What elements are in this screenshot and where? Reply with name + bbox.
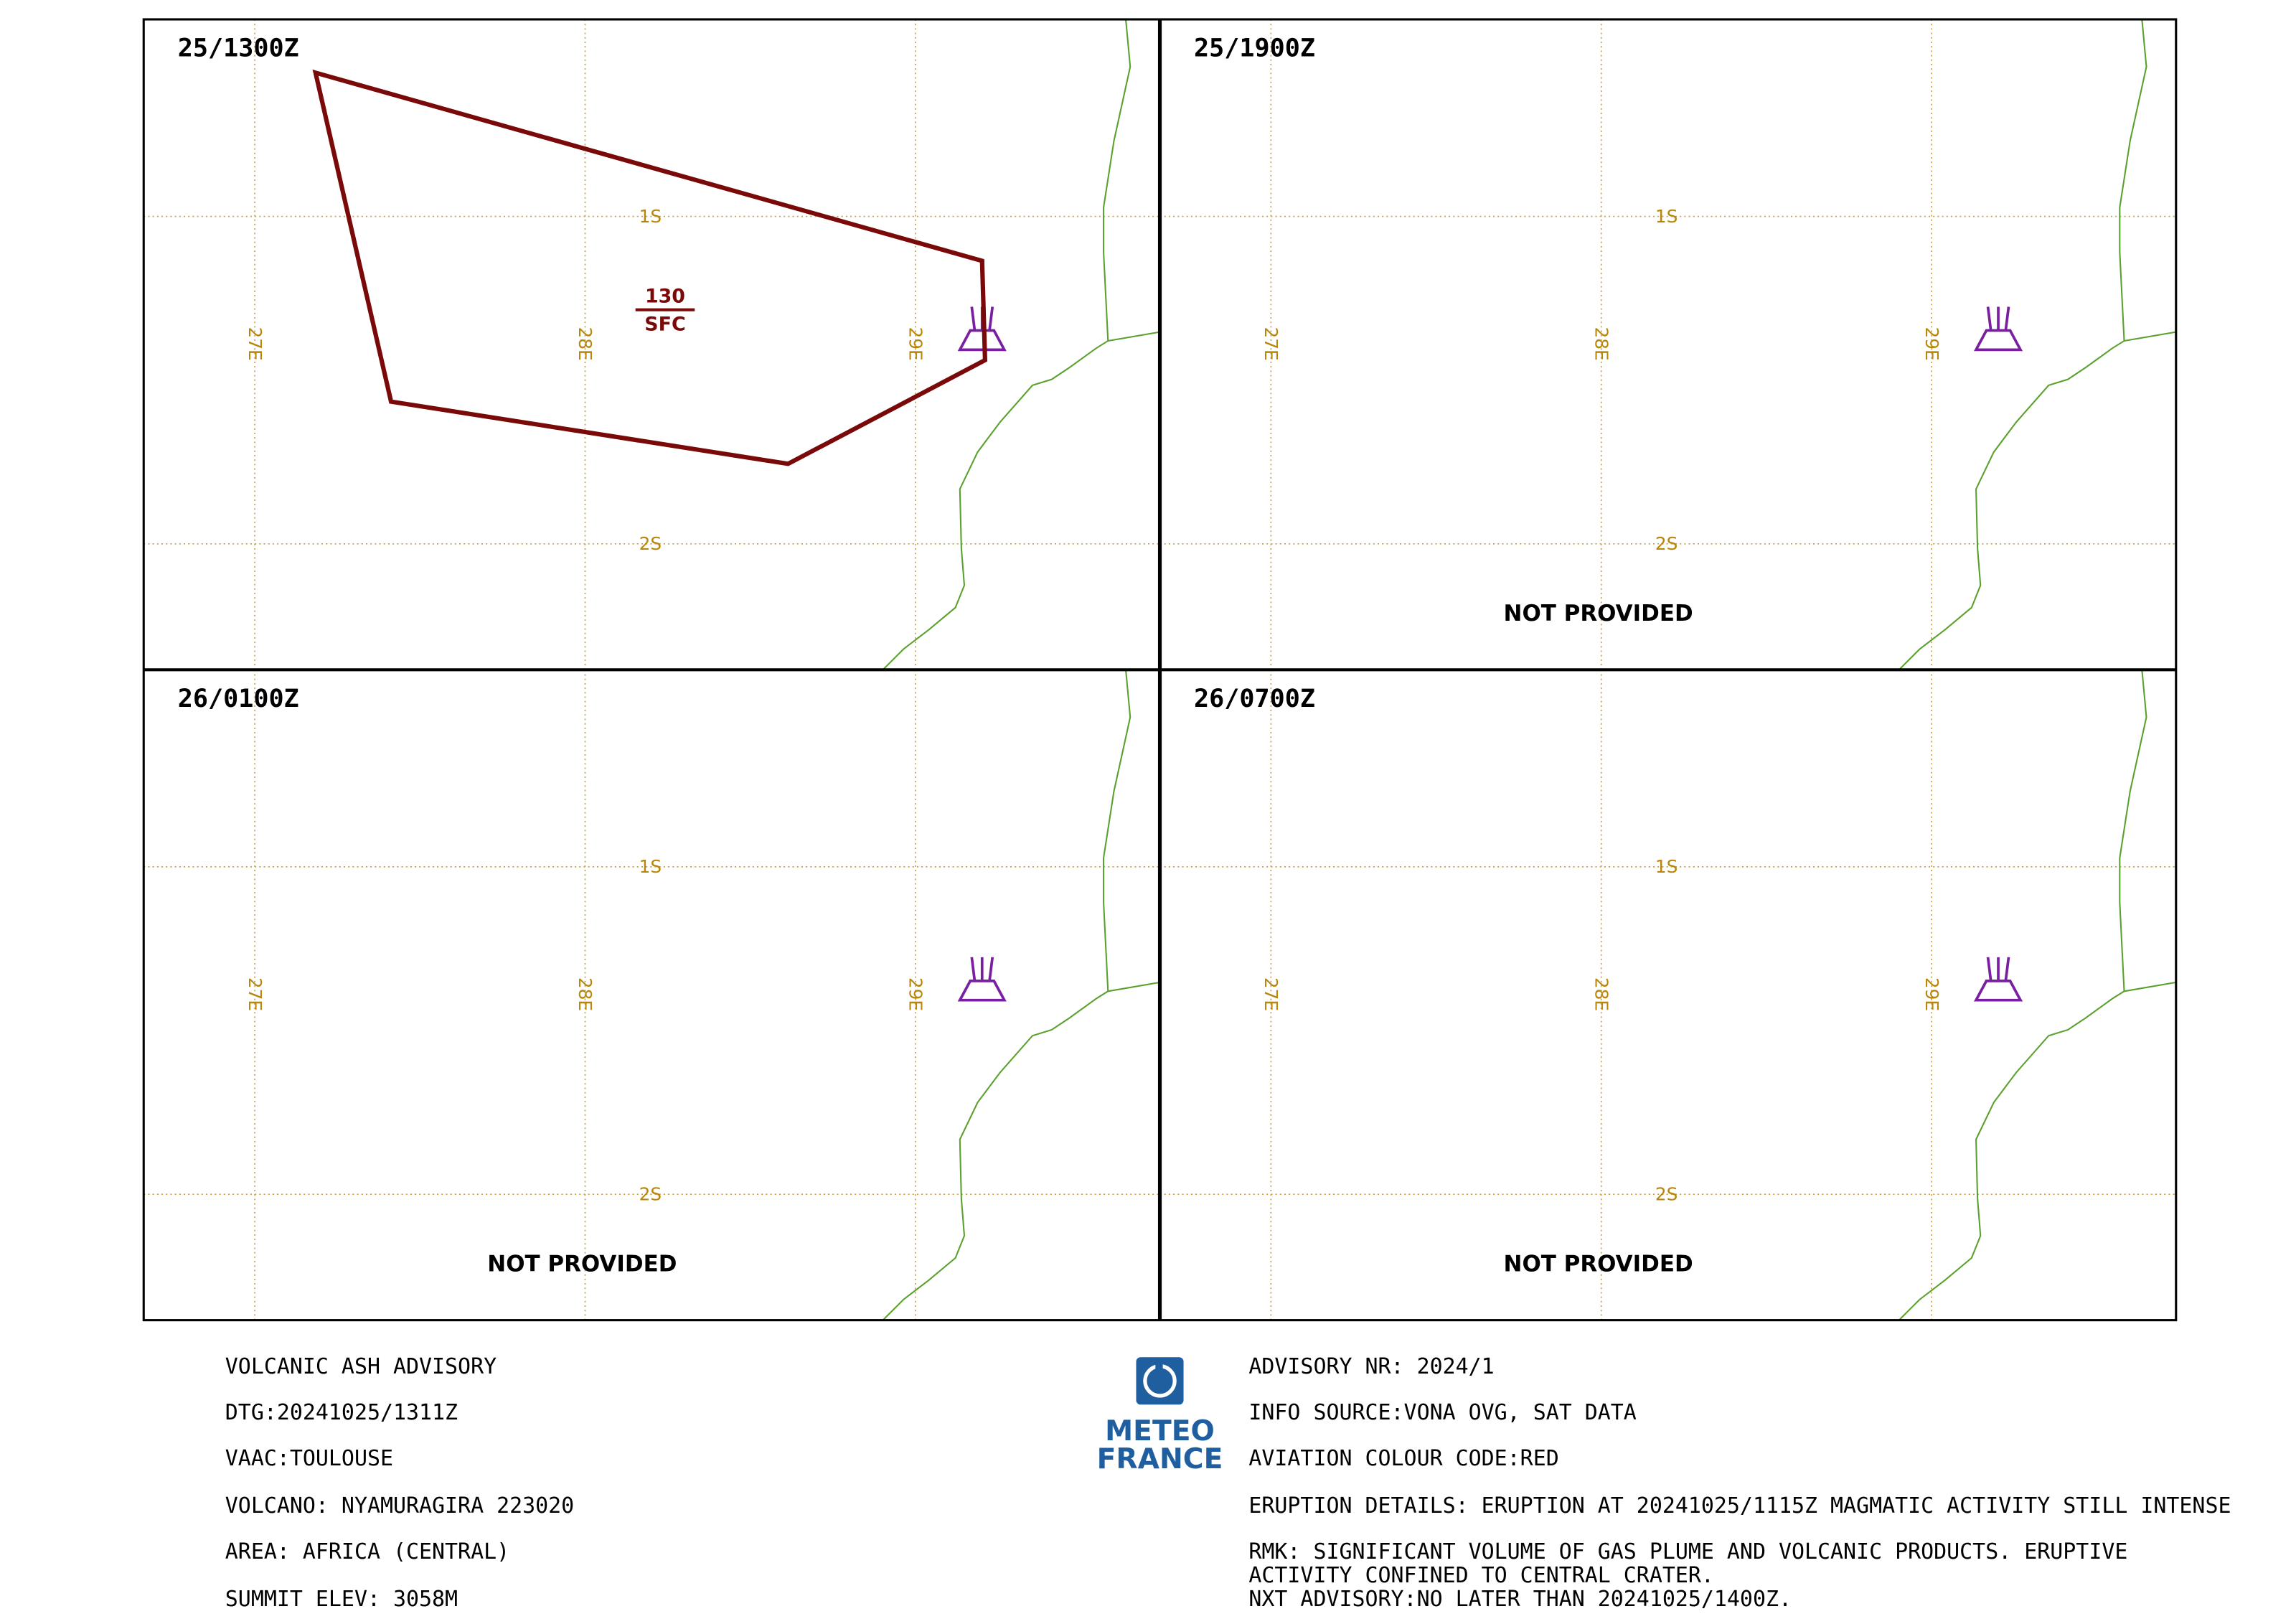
lon-label: 29E: [1921, 977, 1942, 1011]
panel: 27E 28E 29E 1S 2S 26/0100Z NOT PROVIDED: [144, 670, 1160, 1320]
lat-label: 1S: [1655, 856, 1678, 877]
panel-map: 27E 28E 29E 1S 2S: [144, 670, 1160, 1320]
panel: 27E 28E 29E 1S 2S 25/1900Z NOT PROVIDED: [1159, 19, 2176, 670]
ash-area: [312, 69, 988, 466]
volcano-icon: [1973, 306, 2023, 352]
panel: 27E 28E 29E 1S 2S 25/1300Z 130 SFC: [144, 19, 1160, 670]
info-line: VAAC:TOULOUSE: [225, 1446, 393, 1471]
panel-map: 27E 28E 29E 1S 2S: [144, 19, 1160, 670]
flight-level-top: 130: [645, 285, 685, 307]
volcano-plume: [1986, 957, 2010, 982]
lat-label: 2S: [1655, 533, 1678, 554]
volcano-shape: [957, 979, 1007, 1002]
lon-label: 29E: [905, 327, 926, 361]
lat-label: 2S: [639, 533, 662, 554]
lat-label: 1S: [639, 206, 662, 227]
info-line: ACTIVITY CONFINED TO CENTRAL CRATER.: [1248, 1563, 1714, 1588]
panel-map: 27E 28E 29E 1S 2S: [1159, 19, 2176, 670]
lon-label: 27E: [245, 977, 265, 1011]
coastline: [1898, 670, 2147, 1320]
lon-label: 29E: [905, 977, 926, 1011]
info-line: SUMMIT ELEV: 3058M: [225, 1587, 458, 1612]
volcano-plume: [1986, 306, 2010, 331]
coastline: [882, 670, 1131, 1320]
volcano-shape: [1973, 979, 2023, 1002]
panels: 27E 28E 29E 1S 2S 25/1300Z 130 SFC 27E 28E 29E 1S 2S…: [144, 19, 2176, 1320]
lon-label: 29E: [1921, 327, 1942, 361]
lat-label: 1S: [639, 856, 662, 877]
lat-label: 2S: [1655, 1183, 1678, 1204]
coastline: [1108, 331, 1160, 342]
status: NOT PROVIDED: [487, 1252, 677, 1277]
lon-label: 27E: [1261, 327, 1281, 361]
info-line: AREA: AFRICA (CENTRAL): [225, 1539, 509, 1564]
volcano-plume: [970, 957, 994, 982]
panel: 27E 28E 29E 1S 2S 26/0700Z NOT PROVIDED: [1159, 670, 2176, 1320]
lon-label: 28E: [1591, 327, 1612, 361]
panel-time: 26/0100Z: [178, 684, 299, 713]
logo-text: METEO: [1105, 1415, 1215, 1447]
info-line: RMK: SIGNIFICANT VOLUME OF GAS PLUME AND…: [1248, 1539, 2127, 1564]
coastline: [1898, 19, 2147, 670]
coastline: [2124, 331, 2176, 342]
lon-label: 27E: [245, 327, 265, 361]
logo-text: FRANCE: [1097, 1443, 1223, 1475]
lon-label: 28E: [575, 327, 596, 361]
info-line: VOLCANO: NYAMURAGIRA 223020: [225, 1493, 574, 1519]
volcano-shape: [1973, 329, 2023, 352]
info-line: ERUPTION DETAILS: ERUPTION AT 20241025/1…: [1248, 1493, 2231, 1519]
info-line: AVIATION COLOUR CODE:RED: [1248, 1446, 1558, 1471]
lon-label: 27E: [1261, 977, 1281, 1011]
panel-map: 27E 28E 29E 1S 2S: [1159, 670, 2176, 1320]
info-line: INFO SOURCE:VONA OVG, SAT DATA: [1248, 1400, 1636, 1425]
panel-time: 26/0700Z: [1194, 684, 1315, 713]
lat-label: 2S: [639, 1183, 662, 1204]
status: NOT PROVIDED: [1504, 1252, 1693, 1277]
status: NOT PROVIDED: [1504, 601, 1693, 626]
info: VOLCANIC ASH ADVISORY DTG:20241025/1311Z V…: [225, 1354, 2231, 1612]
coastline: [2124, 981, 2176, 992]
lon-label: 28E: [1591, 977, 1612, 1011]
panel-time: 25/1900Z: [1194, 34, 1315, 63]
info-line: ADVISORY NR: 2024/1: [1248, 1354, 1494, 1379]
lat-label: 1S: [1655, 206, 1678, 227]
volcano-shape: [957, 329, 1007, 352]
logo: METEO FRANCE: [1097, 1357, 1223, 1475]
volcano-icon: [957, 957, 1007, 1002]
coastline: [1108, 981, 1160, 992]
panel-time: 25/1300Z: [178, 34, 299, 63]
lon-label: 28E: [575, 977, 596, 1011]
info-line: VOLCANIC ASH ADVISORY: [225, 1354, 497, 1379]
info-line: NXT ADVISORY:NO LATER THAN 20241025/1400…: [1248, 1587, 1792, 1612]
volcano-icon: [1973, 957, 2023, 1002]
info-line: DTG:20241025/1311Z: [225, 1400, 458, 1425]
flight-level-bottom: SFC: [644, 314, 685, 336]
logo-icon: [1155, 1360, 1163, 1381]
coastline: [882, 19, 1131, 670]
